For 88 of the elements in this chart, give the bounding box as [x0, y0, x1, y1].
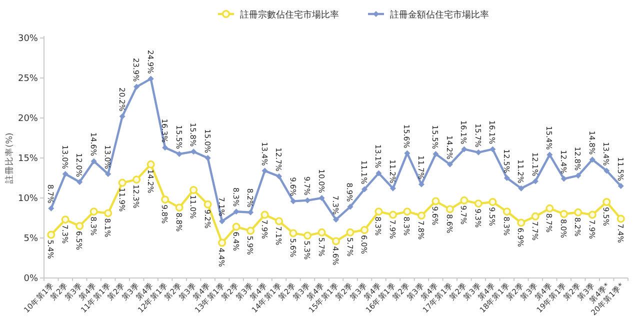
- point: [132, 176, 141, 184]
- point: [119, 113, 126, 120]
- point: [262, 168, 268, 174]
- point: [518, 185, 524, 192]
- point: [488, 198, 497, 206]
- point: [502, 208, 511, 216]
- point: [504, 175, 510, 181]
- point: [148, 76, 154, 82]
- point: [560, 176, 567, 182]
- point: [190, 186, 198, 194]
- point: [90, 208, 98, 216]
- point: [446, 161, 453, 168]
- point: [546, 204, 554, 212]
- point: [332, 237, 340, 246]
- point: [162, 144, 168, 151]
- point: [490, 146, 496, 152]
- point: [105, 171, 112, 177]
- point: [275, 217, 284, 226]
- point: [546, 152, 553, 158]
- point: [602, 198, 611, 206]
- point: [404, 150, 410, 156]
- point: [146, 160, 155, 168]
- point: [417, 212, 426, 220]
- point: [432, 151, 439, 157]
- point: [361, 186, 368, 192]
- point: [62, 171, 68, 177]
- point: [560, 210, 568, 218]
- point: [418, 181, 424, 188]
- legend-label: 註冊宗數佔住宅市場比率: [240, 10, 339, 20]
- point: [403, 208, 412, 216]
- point: [104, 209, 112, 218]
- point: [218, 238, 226, 247]
- point: [388, 210, 397, 219]
- point: [574, 208, 582, 216]
- y-tick-label: 20%: [18, 114, 38, 124]
- point: [376, 170, 382, 176]
- point: [118, 178, 126, 187]
- point: [246, 226, 255, 235]
- point: [374, 208, 383, 216]
- point: [517, 218, 526, 227]
- point: [333, 216, 339, 223]
- point: [48, 205, 54, 212]
- point: [346, 228, 354, 236]
- point: [176, 151, 182, 157]
- point: [588, 210, 596, 219]
- y-axis-title: 註冊比率(%): [4, 132, 15, 184]
- point: [190, 148, 197, 155]
- point: [347, 204, 354, 210]
- point: [219, 218, 226, 224]
- y-tick-label: 0%: [24, 274, 38, 284]
- point: [76, 179, 83, 185]
- point: [575, 172, 582, 179]
- point: [204, 155, 211, 161]
- point: [232, 222, 240, 231]
- point: [90, 158, 97, 164]
- point: [248, 209, 254, 216]
- point: [531, 212, 540, 220]
- point: [304, 232, 312, 240]
- point: [461, 146, 468, 152]
- y-tick-label: 10%: [18, 194, 38, 204]
- point: [616, 214, 625, 223]
- point: [161, 196, 170, 204]
- point: [76, 222, 84, 230]
- point: [47, 230, 56, 239]
- point: [318, 195, 325, 201]
- point: [474, 200, 482, 208]
- point: [390, 185, 396, 192]
- point: [432, 197, 440, 206]
- point: [589, 156, 596, 163]
- y-tick-label: 25%: [18, 74, 38, 84]
- point: [360, 226, 368, 234]
- point: [446, 205, 454, 214]
- point: [460, 196, 468, 204]
- point: [289, 229, 298, 238]
- y-tick-label: 15%: [18, 154, 38, 164]
- point: [260, 210, 269, 219]
- point: [204, 200, 212, 208]
- y-tick-label: 5%: [24, 234, 38, 244]
- point: [318, 228, 326, 236]
- point: [61, 216, 70, 224]
- y-tick-label: 30%: [18, 34, 38, 44]
- point: [134, 84, 140, 90]
- legend-label: 註冊金額佔住宅市場比率: [390, 10, 489, 20]
- point: [175, 204, 184, 212]
- point: [618, 183, 624, 189]
- point: [604, 168, 610, 174]
- point: [276, 173, 282, 180]
- point: [532, 178, 538, 184]
